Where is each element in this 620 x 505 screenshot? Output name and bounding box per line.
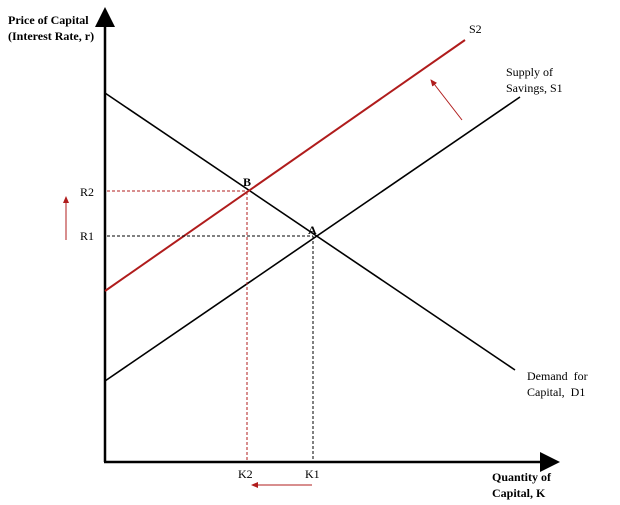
k1-tick-label: K1 — [305, 467, 320, 481]
point-a-label: A — [308, 223, 317, 237]
s1-label-line1: Supply of — [506, 65, 554, 79]
x-axis-label: Quantity of Capital, K — [492, 469, 551, 501]
d1-label-line1: Demand for — [527, 369, 588, 383]
r2-tick-label: R2 — [80, 185, 95, 199]
demand-curve-d1 — [104, 92, 516, 371]
y-axis-label: Price of Capital (Interest Rate, r) — [8, 12, 94, 44]
y-axis-label-line1: Price of Capital — [8, 13, 89, 27]
r1-tick-label: R1 — [80, 229, 95, 243]
d1-label-line2: Capital, D1 — [527, 385, 586, 399]
s1-label: Supply of Savings, S1 — [506, 64, 563, 96]
supply-curve-s2 — [104, 39, 466, 292]
s2-label: S2 — [469, 22, 482, 36]
x-axis-label-line2: Capital, K — [492, 486, 546, 500]
x-axis-label-line1: Quantity of — [492, 470, 552, 484]
d1-label: Demand for Capital, D1 — [527, 368, 588, 400]
k2-tick-label: K2 — [238, 467, 253, 481]
supply-shift-arrow-icon — [430, 79, 463, 121]
s1-label-line2: Savings, S1 — [506, 81, 563, 95]
point-b-label: B — [243, 175, 252, 189]
y-axis-label-line2: (Interest Rate, r) — [8, 29, 95, 43]
